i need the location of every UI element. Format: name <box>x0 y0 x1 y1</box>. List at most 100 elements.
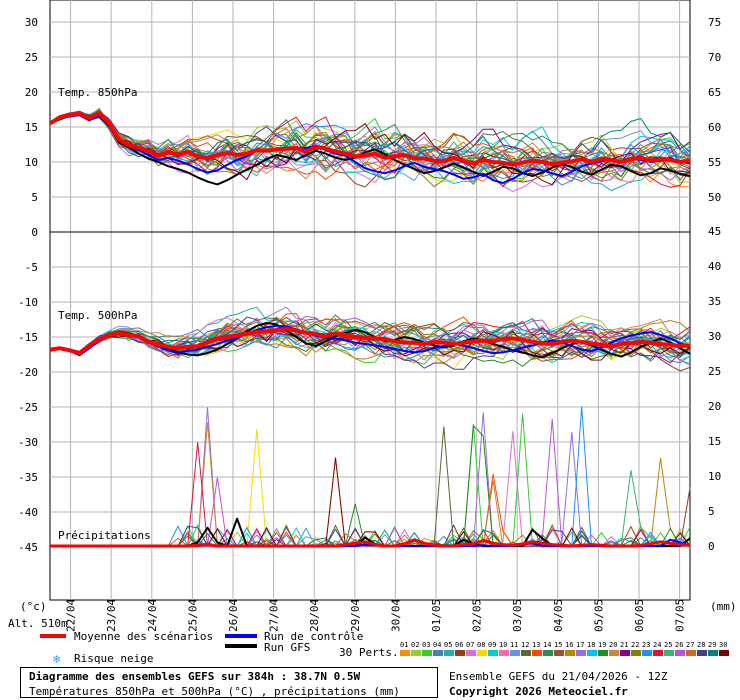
chart-title: Diagramme des ensembles GEFS sur 384h : … <box>29 670 361 683</box>
pert-number: 24 <box>653 641 661 649</box>
control-line-t850 <box>49 114 691 184</box>
pert-swatch <box>587 650 597 656</box>
left-tick-label: -35 <box>18 471 38 484</box>
mean-line-t500 <box>49 326 691 356</box>
left-tick-label: -20 <box>18 366 38 379</box>
right-tick-label-500: 25 <box>708 365 721 378</box>
x-date-label: 06/05 <box>633 599 646 632</box>
legend-gfs: Run GFS <box>264 641 310 654</box>
left-tick-label: -10 <box>18 296 38 309</box>
pert-swatch <box>499 650 509 656</box>
pert-number: 22 <box>631 641 639 649</box>
pert-swatch <box>664 650 674 656</box>
pert-number: 11 <box>510 641 518 649</box>
pert-number: 30 <box>719 641 727 649</box>
pert-swatch <box>719 650 729 656</box>
pert-number: 09 <box>488 641 496 649</box>
chart-subtitle: Températures 850hPa et 500hPa (°C) , pré… <box>29 685 400 698</box>
pert-swatch <box>642 650 652 656</box>
pert-swatch <box>554 650 564 656</box>
label-precipitations: Précipitations <box>58 529 151 542</box>
x-date-label: 07/05 <box>674 599 687 632</box>
pert-swatch <box>466 650 476 656</box>
pert-number: 15 <box>554 641 562 649</box>
pert-number: 28 <box>697 641 705 649</box>
right-tick-label-500: 5 <box>708 505 715 518</box>
x-date-label: 25/04 <box>186 599 199 632</box>
left-tick-label: -30 <box>18 436 38 449</box>
mean-line-precip <box>50 538 691 548</box>
pert-swatch <box>708 650 718 656</box>
legend-snow: Risque neige <box>74 652 153 665</box>
pert-number: 05 <box>444 641 452 649</box>
pert-number: 02 <box>411 641 419 649</box>
right-tick-label-850: 65 <box>708 86 721 99</box>
pert-swatch <box>510 650 520 656</box>
label-temp-850: Temp. 850hPa <box>58 86 137 99</box>
pert-swatch <box>433 650 443 656</box>
pert-swatch <box>675 650 685 656</box>
left-tick-label: 0 <box>31 226 38 239</box>
x-date-label: 04/05 <box>552 599 565 632</box>
legend-perts: 30 Perts. <box>339 646 399 659</box>
right-tick-label-500: 0 <box>708 540 715 553</box>
x-date-label: 24/04 <box>146 599 159 632</box>
right-tick-label-500: 35 <box>708 295 721 308</box>
pert-swatch <box>620 650 630 656</box>
right-unit-label: (mm) <box>710 600 737 613</box>
x-date-label: 27/04 <box>268 599 281 632</box>
x-date-label: 05/05 <box>592 599 605 632</box>
pert-swatch <box>609 650 619 656</box>
pert-number: 26 <box>675 641 683 649</box>
x-date-label: 28/04 <box>308 599 321 632</box>
right-tick-label-850: 50 <box>708 191 721 204</box>
left-axis: 30 25 20 15 10 5 0 -5 -10 -15 -20 -25 -30 -35 -40 -45 <box>18 16 38 554</box>
pert-swatch <box>532 650 542 656</box>
x-date-label: 03/05 <box>511 599 524 632</box>
right-tick-label-850: 60 <box>708 121 721 134</box>
pert-swatch <box>598 650 608 656</box>
right-tick-label-500: 15 <box>708 435 721 448</box>
pert-number: 18 <box>587 641 595 649</box>
left-tick-label: 30 <box>25 16 38 29</box>
right-tick-label-850: 55 <box>708 156 721 169</box>
pert-swatch <box>422 650 432 656</box>
left-tick-label: -45 <box>18 541 38 554</box>
pert-number: 07 <box>466 641 474 649</box>
pert-swatch <box>411 650 421 656</box>
left-tick-label: -40 <box>18 506 38 519</box>
left-tick-label: 15 <box>25 121 38 134</box>
pert-number: 16 <box>565 641 573 649</box>
plot-area <box>49 0 691 601</box>
snowflake-icon: ❄ <box>53 652 60 666</box>
title-box: Diagramme des ensembles GEFS sur 384h : … <box>20 667 438 698</box>
pert-number: 29 <box>708 641 716 649</box>
copyright: Copyright 2026 Meteociel.fr <box>449 685 628 698</box>
x-date-label: 26/04 <box>227 599 240 632</box>
legend-control: Run de contrôle <box>264 630 363 643</box>
pert-number: 12 <box>521 641 529 649</box>
grid <box>50 0 690 600</box>
pert-swatch <box>697 650 707 656</box>
left-tick-label: -15 <box>18 331 38 344</box>
pert-number: 03 <box>422 641 430 649</box>
x-date-label: 23/04 <box>105 599 118 632</box>
pert-number: 27 <box>686 641 694 649</box>
pert-number: 01 <box>400 641 408 649</box>
mean-line-t850 <box>48 111 691 167</box>
pert-30-t500 <box>49 329 691 361</box>
pert-swatch <box>477 650 487 656</box>
pert-swatch <box>631 650 641 656</box>
right-tick-label-500: 10 <box>708 470 721 483</box>
pert-number: 21 <box>620 641 628 649</box>
pert-number: 06 <box>455 641 463 649</box>
left-tick-label: 25 <box>25 51 38 64</box>
right-tick-label-500: 40 <box>708 260 721 273</box>
pert-swatch <box>444 650 454 656</box>
pert-number: 10 <box>499 641 507 649</box>
gfs-line-t850 <box>49 113 691 186</box>
pert-number: 19 <box>598 641 606 649</box>
run-info: Ensemble GEFS du 21/04/2026 - 12Z <box>449 670 668 683</box>
